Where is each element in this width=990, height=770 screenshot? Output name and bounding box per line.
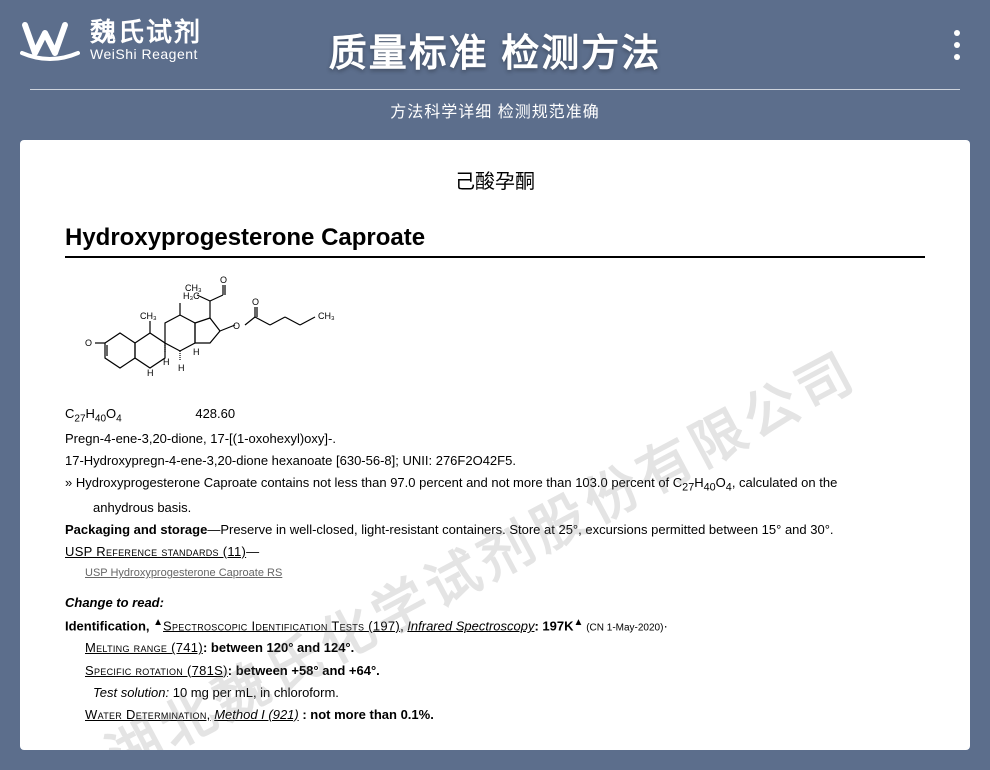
melting-line: Melting range (741): between 120° and 12… xyxy=(85,637,925,659)
packaging-label: Packaging and storage xyxy=(65,522,207,537)
label-o3: O xyxy=(233,321,240,331)
label-h4: H xyxy=(193,347,200,357)
usp-ref-line: USP Reference standards (11)— xyxy=(65,541,925,563)
formula-line: C27H40O4 428.60 xyxy=(65,403,925,428)
header: 魏氏试剂 WeiShi Reagent 质量标准 检测方法 方法科学详细 检测规… xyxy=(0,0,990,120)
packaging-line: Packaging and storage—Preserve in well-c… xyxy=(65,519,925,541)
label-o4: O xyxy=(252,297,259,307)
molecular-weight: 428.60 xyxy=(195,403,235,425)
label-h1: H xyxy=(147,368,154,378)
logo: 魏氏试剂 WeiShi Reagent xyxy=(20,15,202,65)
page-subtitle: 方法科学详细 检测规范准确 xyxy=(30,98,960,122)
chemical-structure-icon: O CH₃ H₃C CH₃ O O O CH₃ H H H H xyxy=(85,273,925,388)
water-link[interactable]: Water Determination, xyxy=(85,707,211,722)
spec-tests-link[interactable]: Spectroscopic Identification Tests (197) xyxy=(163,618,400,633)
change-to-read: Change to read: xyxy=(65,592,925,614)
ir-link[interactable]: Infrared Spectroscopy xyxy=(407,618,534,633)
identification-line: Identification, ▲Spectroscopic Identific… xyxy=(65,614,925,637)
assay-line: » Hydroxyprogesterone Caproate contains … xyxy=(65,472,925,497)
formula: C27H40O4 xyxy=(65,406,122,421)
header-rule xyxy=(30,89,960,90)
assay-line-2: anhydrous basis. xyxy=(93,497,925,519)
melting-link[interactable]: Melting range (741) xyxy=(85,640,203,655)
triangle-icon-2: ▲ xyxy=(574,617,584,628)
logo-mark-icon xyxy=(20,15,80,65)
label-ch3-3: CH₃ xyxy=(318,311,335,321)
label-h3: H xyxy=(178,363,185,373)
logo-text-en: WeiShi Reagent xyxy=(90,47,202,62)
doc-title-rule xyxy=(65,256,925,258)
water-method-link[interactable]: Method I (921) xyxy=(214,707,299,722)
rotation-link[interactable]: Specific rotation (781S) xyxy=(85,663,228,678)
doc-title-cn: 己酸孕酮 xyxy=(65,165,925,194)
chem-name-1: Pregn-4-ene-3,20-dione, 17-[(1-oxohexyl)… xyxy=(65,428,925,450)
label-o2: O xyxy=(220,275,227,285)
menu-dots-icon[interactable] xyxy=(954,30,960,60)
test-solution-line: Test solution: 10 mg per mL, in chlorofo… xyxy=(93,682,925,704)
rotation-line: Specific rotation (781S): between +58° a… xyxy=(85,660,925,682)
triangle-icon: ▲ xyxy=(153,617,163,628)
usp-ref-link[interactable]: USP Reference standards (11) xyxy=(65,544,246,559)
chem-name-2: 17-Hydroxypregn-4-ene-3,20-dione hexanoa… xyxy=(65,450,925,472)
water-line: Water Determination, Method I (921) : no… xyxy=(85,704,925,726)
label-ch3-2: CH₃ xyxy=(185,283,202,293)
doc-title-en: Hydroxyprogesterone Caproate xyxy=(65,224,925,252)
label-ch3: CH₃ xyxy=(140,311,157,321)
label-h2: H xyxy=(163,357,170,367)
label-o: O xyxy=(85,338,92,348)
document-panel: 湖北魏氏化学试剂股份有限公司 己酸孕酮 Hydroxyprogesterone … xyxy=(20,140,970,750)
logo-text-cn: 魏氏试剂 xyxy=(90,18,202,47)
usp-sub-link[interactable]: USP Hydroxyprogesterone Caproate RS xyxy=(85,563,925,584)
